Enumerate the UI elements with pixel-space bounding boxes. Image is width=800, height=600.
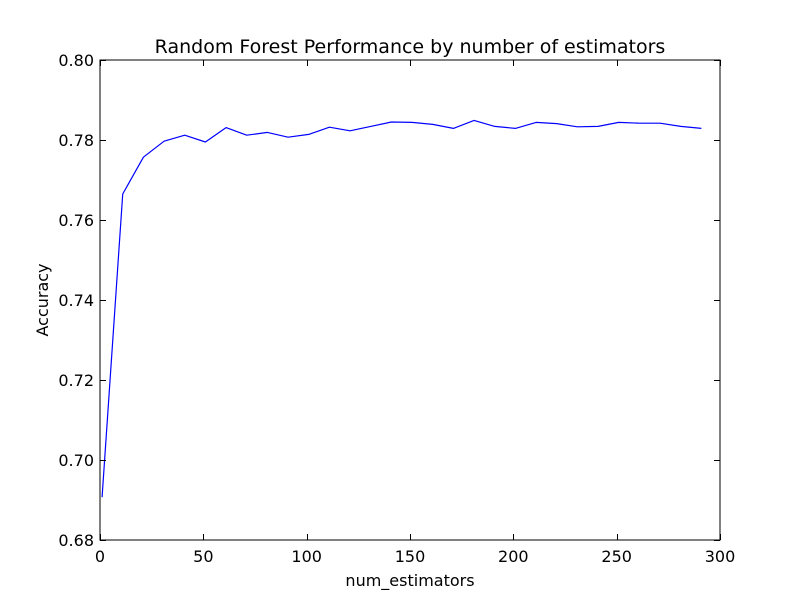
- x-tick-label: 200: [498, 547, 529, 566]
- y-axis-title: Accuracy: [33, 263, 52, 336]
- plot-area: [99, 59, 721, 541]
- y-tick-label: 0.78: [58, 131, 94, 150]
- y-tick-label: 0.74: [58, 291, 94, 310]
- accuracy-series-line: [101, 119, 702, 498]
- x-axis-title: num_estimators: [345, 571, 474, 591]
- x-tick-label: 50: [193, 547, 213, 566]
- y-axis: 0.68 0.70 0.72 0.74 0.76 0.78 0.80: [58, 51, 720, 550]
- x-tick-label: 100: [291, 547, 322, 566]
- y-tick-label: 0.80: [58, 51, 94, 70]
- x-tick-label: 0: [95, 547, 105, 566]
- chart-title: Random Forest Performance by number of e…: [155, 36, 666, 58]
- x-tick-label: 150: [395, 547, 426, 566]
- plot-frame: [99, 59, 721, 541]
- x-tick-label: 300: [705, 547, 736, 566]
- y-tick-label: 0.72: [58, 371, 94, 390]
- x-tick-label: 250: [601, 547, 632, 566]
- y-tick-label: 0.76: [58, 211, 94, 230]
- y-tick-label: 0.68: [58, 531, 94, 550]
- y-tick-label: 0.70: [58, 451, 94, 470]
- x-axis: 0 50 100 150 200 250 300: [95, 60, 735, 566]
